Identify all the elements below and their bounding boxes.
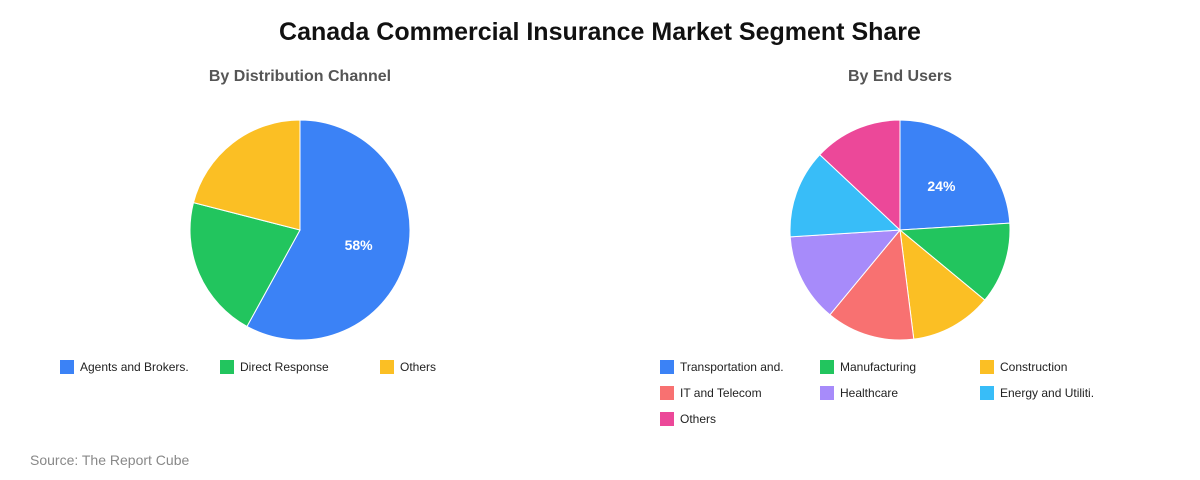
pie-slice-end-users-6 (819, 119, 901, 232)
legend-label: Energy and Utiliti. (1000, 386, 1095, 400)
legend-item[interactable]: Agents and Brokers. (60, 360, 189, 374)
chart-title: Canada Commercial Insurance Market Segme… (279, 18, 921, 46)
legend-swatch (220, 360, 234, 374)
legend-item[interactable]: Manufacturing (820, 360, 916, 374)
legend-swatch (980, 386, 994, 400)
legend-swatch (380, 360, 394, 374)
legend-item[interactable]: Others (380, 360, 436, 374)
data-label-end-users-0: 24% (927, 178, 956, 194)
legend-label: Others (680, 412, 717, 426)
distribution-channel-panel: By Distribution Channel 58% Agents and B… (0, 60, 600, 440)
legend-swatch (980, 360, 994, 374)
legend-swatch (660, 360, 674, 374)
pie-slice-distribution-2 (192, 119, 301, 231)
legend-label: Transportation and. (680, 360, 784, 374)
legend-item[interactable]: Others (660, 412, 716, 426)
legend-label: Construction (1000, 360, 1068, 374)
pie-title-distribution: By Distribution Channel (208, 68, 392, 85)
legend-swatch (660, 386, 674, 400)
pie-slice-distribution-0 (246, 119, 411, 341)
end-users-panel: By End Users 24% Transportation and. Manu… (600, 60, 1200, 440)
pie-slice-end-users-2 (899, 228, 986, 340)
legend-item[interactable]: IT and Telecom (660, 386, 762, 400)
legend-item[interactable]: Energy and Utiliti. (980, 386, 1094, 400)
pie-title-end-users: By End Users (847, 68, 953, 85)
legend-item[interactable]: Transportation and. (660, 360, 784, 374)
source-note: Source: The Report Cube (30, 452, 190, 468)
pie-slice-distribution-1 (189, 202, 301, 328)
legend-label: IT and Telecom (680, 386, 762, 400)
legend-swatch (60, 360, 74, 374)
pie-slice-end-users-5 (789, 153, 902, 238)
pie-slice-end-users-3 (829, 228, 915, 341)
legend-label: Agents and Brokers. (80, 360, 189, 374)
legend-swatch (660, 412, 674, 426)
legend-label: Manufacturing (840, 360, 917, 374)
pie-slice-end-users-1 (898, 222, 1011, 301)
data-label-distribution-0: 58% (345, 237, 374, 253)
legend-label: Healthcare (840, 386, 899, 400)
legend-label: Direct Response (240, 360, 329, 374)
legend-swatch (820, 386, 834, 400)
pie-slice-end-users-4 (789, 229, 902, 316)
pie-slice-end-users-0 (899, 119, 1011, 231)
legend-item[interactable]: Healthcare (820, 386, 898, 400)
legend-item[interactable]: Construction (980, 360, 1067, 374)
distribution-pie-chart: 58% (189, 119, 411, 341)
end-users-pie-chart: 24% (789, 119, 1011, 341)
legend-label: Others (400, 360, 437, 374)
legend-item[interactable]: Direct Response (220, 360, 329, 374)
legend-swatch (820, 360, 834, 374)
